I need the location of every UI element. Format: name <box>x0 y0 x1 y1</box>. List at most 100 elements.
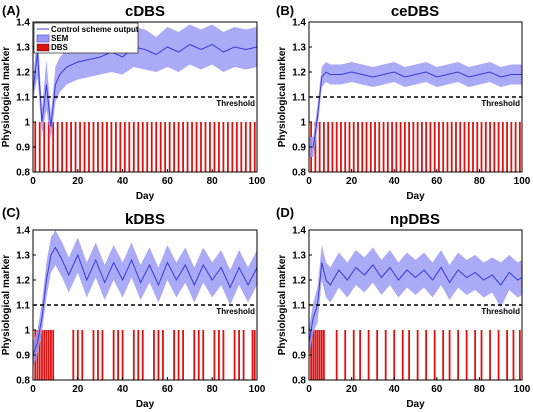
dbs-bar <box>344 122 347 172</box>
dbs-bar <box>352 122 355 172</box>
dbs-bar <box>195 122 198 172</box>
dbs-bar <box>213 330 216 380</box>
dbs-bar <box>150 122 153 172</box>
dbs-bar <box>344 330 347 380</box>
dbs-bar <box>386 122 389 172</box>
dbs-bar <box>137 330 140 380</box>
y-tick-label: 1 <box>300 118 306 129</box>
dbs-bar <box>425 330 428 380</box>
x-tick-label: 60 <box>162 384 174 395</box>
x-tick-label: 100 <box>514 384 531 395</box>
legend-box <box>33 22 139 54</box>
dbs-bar <box>323 330 325 380</box>
dbs-bar <box>446 122 449 172</box>
dbs-bar <box>38 330 41 380</box>
dbs-bar <box>450 122 453 172</box>
x-tick-label: 80 <box>207 176 219 187</box>
dbs-bar <box>399 122 402 172</box>
dbs-bar <box>191 122 193 172</box>
dbs-bar <box>510 122 513 172</box>
y-axis-label: Physiological marker <box>277 47 288 148</box>
x-tick-label: 80 <box>207 384 219 395</box>
x-tick-label: 20 <box>72 384 84 395</box>
x-axis-label: Day <box>406 191 425 202</box>
control-output-line <box>308 262 523 343</box>
dbs-bar <box>393 330 396 380</box>
dbs-bar <box>200 122 202 172</box>
dbs-bar <box>218 330 220 380</box>
dbs-bar <box>489 330 491 380</box>
dbs-bar <box>472 122 474 172</box>
dbs-bar <box>506 122 508 172</box>
x-tick-label: 40 <box>117 176 129 187</box>
y-axis-label: Physiological marker <box>277 255 288 356</box>
sem-band <box>309 62 522 157</box>
dbs-bar <box>41 330 43 380</box>
legend-dbs-swatch <box>36 43 50 52</box>
dbs-bar <box>202 330 205 380</box>
dbs-bar <box>164 122 167 172</box>
dbs-bar <box>52 122 55 172</box>
x-tick-label: 0 <box>306 176 312 187</box>
dbs-bar <box>401 330 404 380</box>
dbs-bar <box>420 122 423 172</box>
dbs-bar <box>141 122 144 172</box>
dbs-bar <box>253 122 256 172</box>
y-tick-label: 1.4 <box>16 18 30 29</box>
dbs-bar <box>442 122 445 172</box>
panel-kDBS: Threshold 0.8 0.9 1 1.1 1.2 1.3 1.4 0 20 40 60 80 100… <box>1 205 266 410</box>
dbs-bar <box>193 330 196 380</box>
panel-label: (D) <box>276 205 294 220</box>
dbs-bar <box>467 122 470 172</box>
panel-title: kDBS <box>125 211 165 228</box>
threshold-label: Threshold <box>216 99 255 108</box>
dbs-bar <box>429 122 432 172</box>
dbs-bar <box>240 122 243 172</box>
x-tick-label: 0 <box>30 176 36 187</box>
dbs-bar <box>352 330 355 380</box>
dbs-bar <box>395 122 398 172</box>
dbs-bar <box>348 122 351 172</box>
dbs-bar <box>168 122 171 172</box>
y-tick-label: 0.8 <box>16 168 30 179</box>
legend-entry: Control scheme output <box>51 25 139 34</box>
x-tick-label: 20 <box>346 384 358 395</box>
dbs-bar <box>213 122 216 172</box>
dbs-bar <box>235 122 238 172</box>
y-tick-label: 0.8 <box>16 376 30 387</box>
panel-title: cDBS <box>125 3 165 20</box>
dbs-bar <box>476 122 479 172</box>
dbs-bar <box>222 122 225 172</box>
x-tick-label: 60 <box>431 176 443 187</box>
dbs-bar <box>359 330 362 380</box>
y-tick-label: 1.3 <box>292 43 306 54</box>
dbs-bar <box>312 330 315 380</box>
dbs-bar <box>408 330 411 380</box>
dbs-bar <box>416 122 419 172</box>
dbs-bar <box>209 122 211 172</box>
legend-sem-swatch <box>36 34 50 43</box>
dbs-bar <box>316 330 319 380</box>
dbs-bar <box>433 122 436 172</box>
legend-entry: SEM <box>51 34 69 43</box>
panel-ceDBS: Threshold 0.8 0.9 1 1.1 1.2 1.3 1.4 0 20 40 60 80 100… <box>276 3 531 202</box>
x-tick-label: 0 <box>30 384 36 395</box>
dbs-bar <box>132 330 135 380</box>
dbs-bar <box>97 122 99 172</box>
dbs-bar <box>489 122 491 172</box>
dbs-bar <box>497 330 500 380</box>
dbs-bar <box>121 330 124 380</box>
dbs-bar <box>97 330 99 380</box>
y-tick-label: 1 <box>300 326 306 337</box>
dbs-bar <box>497 122 500 172</box>
dbs-bar <box>318 330 321 380</box>
x-tick-label: 100 <box>249 176 266 187</box>
dbs-bar <box>128 122 131 172</box>
dbs-bar <box>117 330 120 380</box>
y-axis-label: Physiological marker <box>1 47 12 148</box>
dbs-bar <box>314 330 317 380</box>
dbs-bar <box>177 122 180 172</box>
dbs-bar <box>361 122 364 172</box>
dbs-bar <box>314 122 317 172</box>
dbs-bar <box>47 122 50 172</box>
